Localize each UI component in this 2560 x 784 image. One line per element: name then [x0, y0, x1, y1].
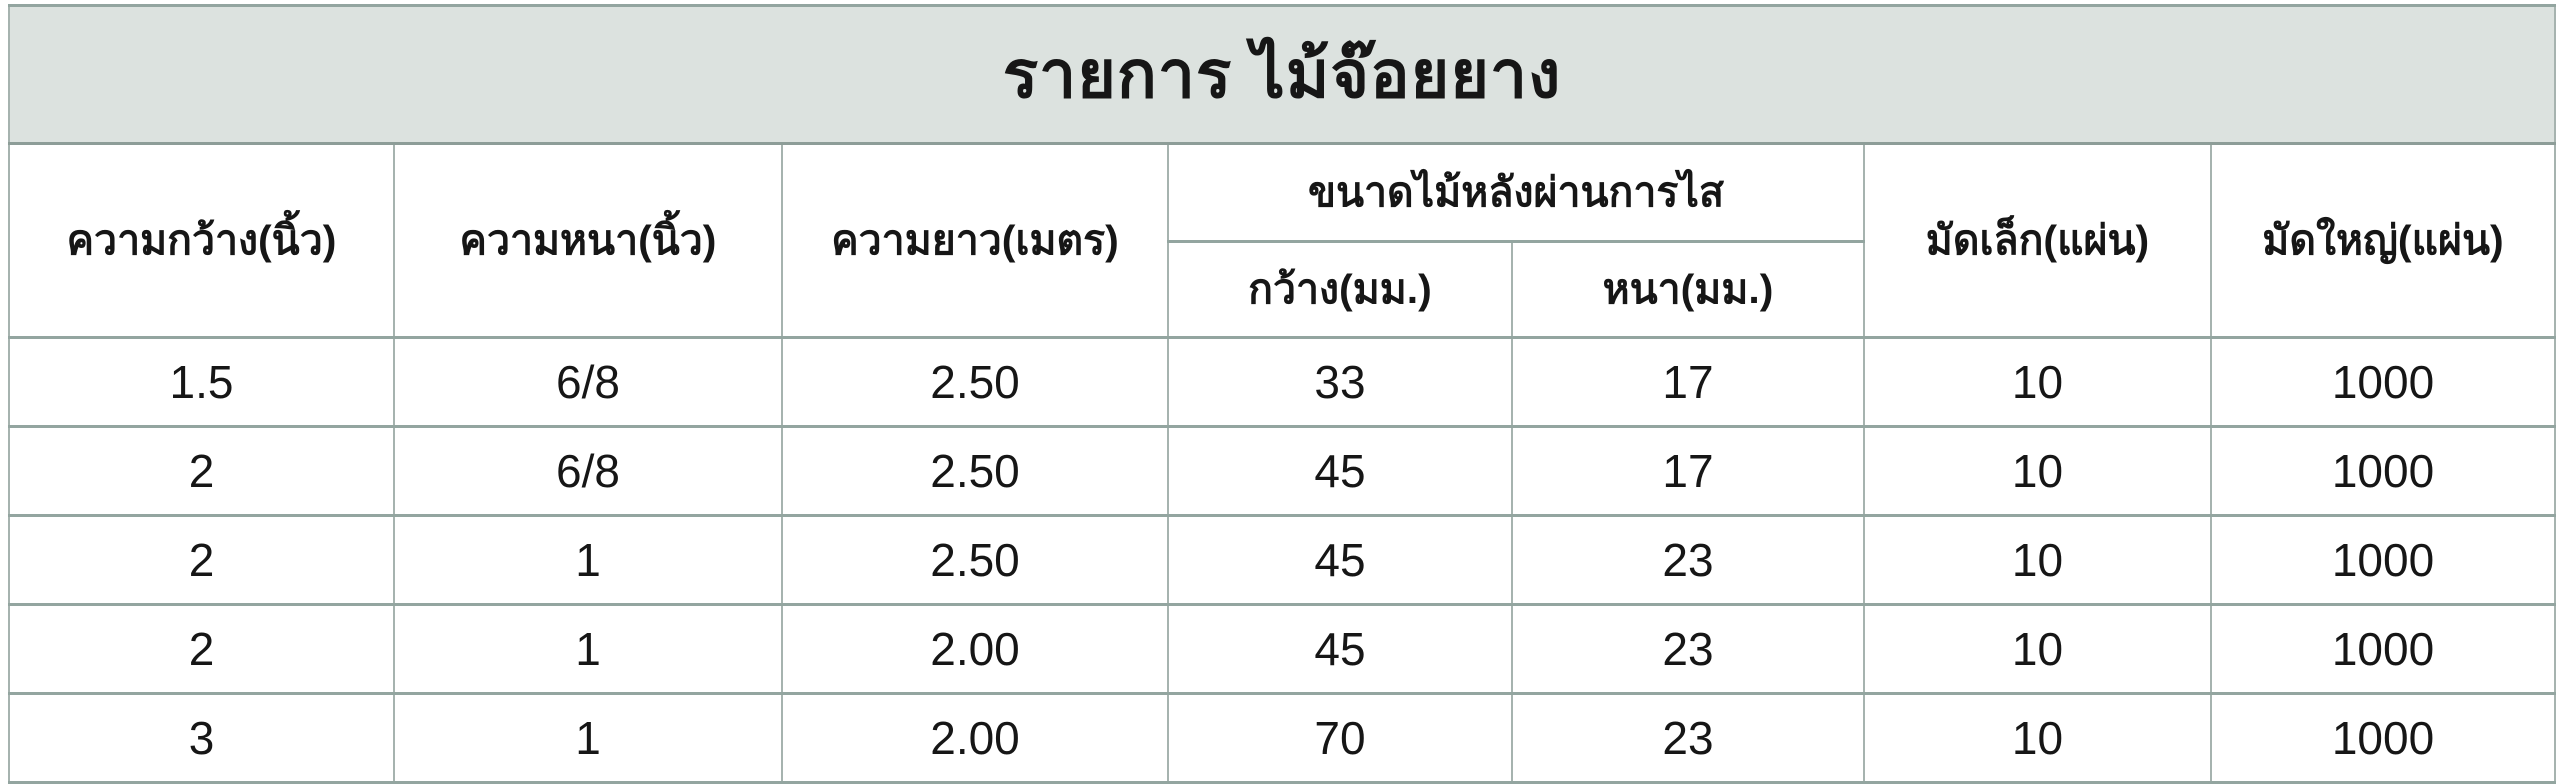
header-planed-width-mm: กว้าง(มม.) — [1167, 240, 1513, 339]
table-cell: 1000 — [2209, 425, 2557, 517]
table-cell: 70 — [1167, 692, 1513, 784]
table-cell: 45 — [1167, 603, 1513, 695]
header-thickness-inch: ความหนา(นิ้ว) — [393, 142, 783, 339]
header-small-bundle: มัดเล็ก(แผ่น) — [1863, 142, 2212, 339]
table-cell: 1000 — [2209, 692, 2557, 784]
table-cell: 33 — [1167, 336, 1513, 428]
wood-spec-table: รายการ ไม้จ๊อยยาง ความกว้าง(นิ้ว) ความหน… — [7, 4, 2557, 784]
table-cell: 1000 — [2209, 336, 2557, 428]
table-cell: 2 — [8, 514, 395, 606]
header-planed-thickness-mm: หนา(มม.) — [1511, 240, 1865, 339]
table-cell: 10 — [1863, 336, 2212, 428]
title-row: รายการ ไม้จ๊อยยาง — [7, 4, 2557, 145]
page-title: รายการ ไม้จ๊อยยาง — [7, 4, 2557, 145]
wood-spec-sheet: รายการ ไม้จ๊อยยาง ความกว้าง(นิ้ว) ความหน… — [7, 4, 2557, 784]
header-large-bundle: มัดใหญ่(แผ่น) — [2209, 142, 2557, 339]
table-cell: 2.50 — [781, 336, 1169, 428]
table-cell: 3 — [8, 692, 395, 784]
table-cell: 2.00 — [781, 603, 1169, 695]
table-cell: 2.50 — [781, 514, 1169, 606]
table-cell: 6/8 — [393, 425, 783, 517]
table-cell: 17 — [1511, 336, 1865, 428]
table-cell: 1000 — [2209, 603, 2557, 695]
table-cell: 2 — [8, 603, 395, 695]
table-cell: 1 — [393, 603, 783, 695]
header-row-sub: กว้าง(มม.) หนา(มม.) — [9, 240, 2555, 339]
table-cell: 2.50 — [781, 425, 1169, 517]
table-row: 2 1 2.50 45 23 10 1000 — [8, 514, 2557, 606]
table-cell: 1000 — [2209, 514, 2557, 606]
table-cell: 10 — [1863, 425, 2212, 517]
table-cell: 1 — [393, 514, 783, 606]
table-cell: 6/8 — [393, 336, 783, 428]
table-cell: 1.5 — [8, 336, 395, 428]
header-length-meter: ความยาว(เมตร) — [781, 142, 1169, 339]
table-cell: 2 — [8, 425, 395, 517]
header-row-main: ความกว้าง(นิ้ว) ความหนา(นิ้ว) ความยาว(เม… — [8, 142, 2557, 339]
table-cell: 23 — [1511, 692, 1865, 784]
table-cell: 17 — [1511, 425, 1865, 517]
table-cell: 2.00 — [781, 692, 1169, 784]
table-row: 2 6/8 2.50 45 17 10 1000 — [8, 425, 2557, 517]
table-cell: 45 — [1167, 425, 1513, 517]
table-cell: 45 — [1167, 514, 1513, 606]
table-cell: 10 — [1863, 603, 2212, 695]
table-cell: 10 — [1863, 514, 2212, 606]
table-cell: 1 — [393, 692, 783, 784]
table-row: 2 1 2.00 45 23 10 1000 — [8, 603, 2557, 695]
table-body: 1.5 6/8 2.50 33 17 10 1000 2 6/8 2.50 45 17 10 1000 2 1… — [8, 336, 2557, 784]
table-cell: 23 — [1511, 514, 1865, 606]
table-row: 1.5 6/8 2.50 33 17 10 1000 — [8, 336, 2557, 428]
header-planed-size-group: ขนาดไม้หลังผ่านการไส — [1167, 142, 1865, 243]
table-row: 3 1 2.00 70 23 10 1000 — [8, 692, 2557, 784]
header-width-inch: ความกว้าง(นิ้ว) — [8, 142, 395, 339]
table-cell: 10 — [1863, 692, 2212, 784]
table-cell: 23 — [1511, 603, 1865, 695]
